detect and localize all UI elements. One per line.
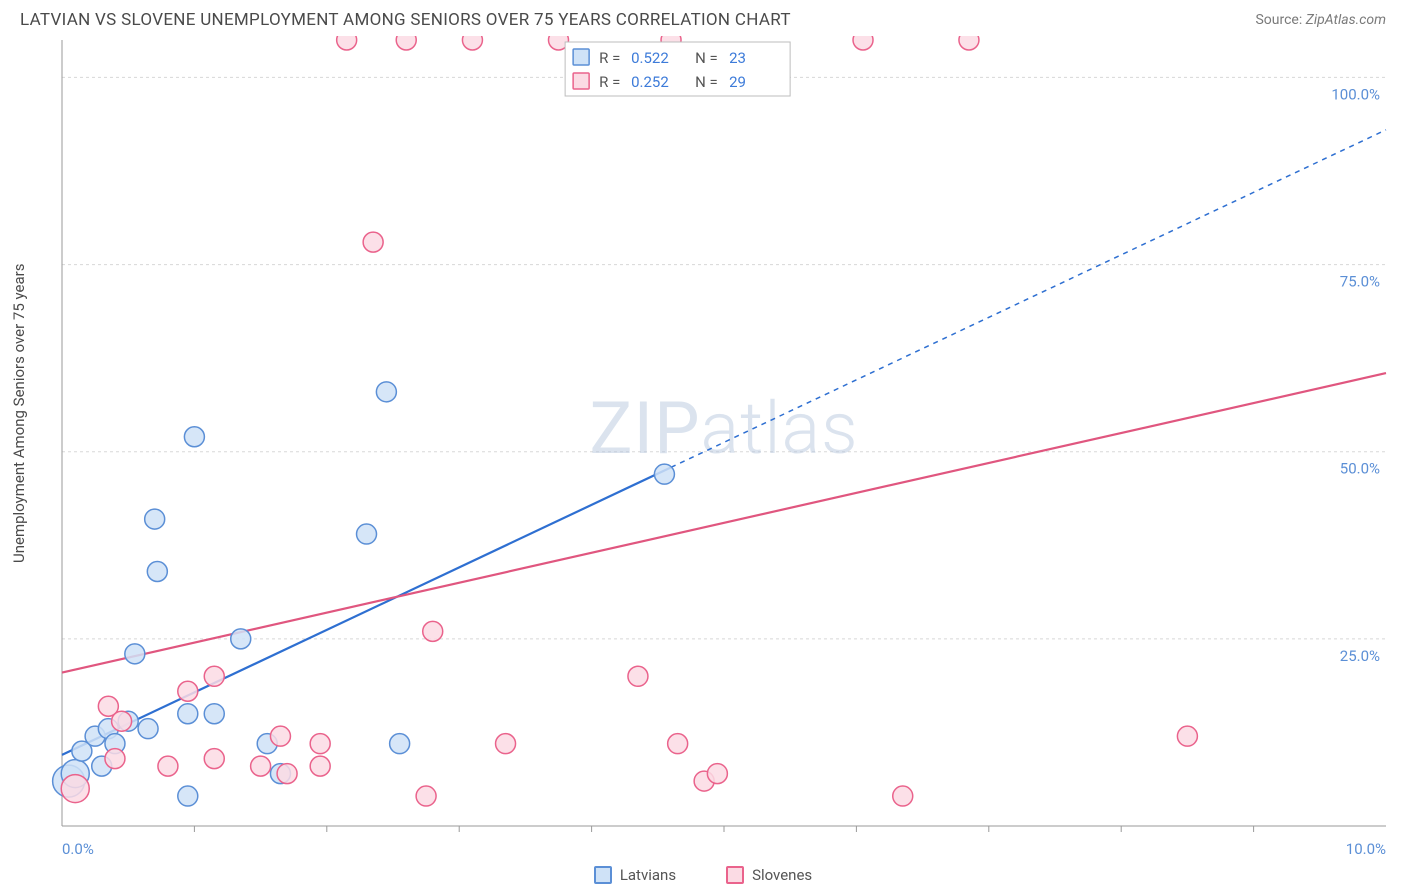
svg-text:0.252: 0.252: [631, 73, 669, 91]
svg-text:R =: R =: [599, 73, 620, 91]
source-label: Source:: [1255, 12, 1305, 28]
svg-text:50.0%: 50.0%: [1340, 460, 1380, 478]
legend-label-slovenes: Slovenes: [752, 866, 812, 884]
legend-item-slovenes: Slovenes: [726, 866, 812, 884]
svg-text:R =: R =: [599, 49, 620, 67]
svg-text:25.0%: 25.0%: [1340, 647, 1380, 665]
svg-text:29: 29: [729, 73, 746, 91]
legend-label-latvians: Latvians: [620, 866, 676, 884]
svg-text:100.0%: 100.0%: [1331, 85, 1380, 103]
chart-title: LATVIAN VS SLOVENE UNEMPLOYMENT AMONG SE…: [20, 10, 791, 30]
scatter-chart: ZIPatlas 25.0% 50.0% 75.0% 100.0% 0.0% 10.0% Un…: [0, 36, 1406, 886]
legend-swatch-latvians: [594, 866, 612, 884]
svg-text:0.0%: 0.0%: [62, 840, 94, 858]
svg-text:0.522: 0.522: [631, 49, 669, 67]
svg-text:75.0%: 75.0%: [1340, 273, 1380, 291]
chart-source: Source: ZipAtlas.com: [1255, 12, 1386, 28]
svg-text:Unemployment Among Seniors ove: Unemployment Among Seniors over 75 years: [10, 264, 28, 563]
svg-text:23: 23: [729, 49, 746, 67]
bottom-legend: Latvians Slovenes: [0, 866, 1406, 884]
svg-text:N =: N =: [695, 49, 718, 67]
chart-header: LATVIAN VS SLOVENE UNEMPLOYMENT AMONG SE…: [0, 0, 1406, 36]
svg-text:ZIPatlas: ZIPatlas: [589, 386, 858, 471]
svg-text:N =: N =: [695, 73, 718, 91]
legend-swatch-slovenes: [726, 866, 744, 884]
chart-container: ZIPatlas 25.0% 50.0% 75.0% 100.0% 0.0% 10.0% Un…: [0, 36, 1406, 886]
source-value: ZipAtlas.com: [1306, 12, 1386, 28]
svg-text:10.0%: 10.0%: [1346, 840, 1386, 858]
legend-item-latvians: Latvians: [594, 866, 676, 884]
